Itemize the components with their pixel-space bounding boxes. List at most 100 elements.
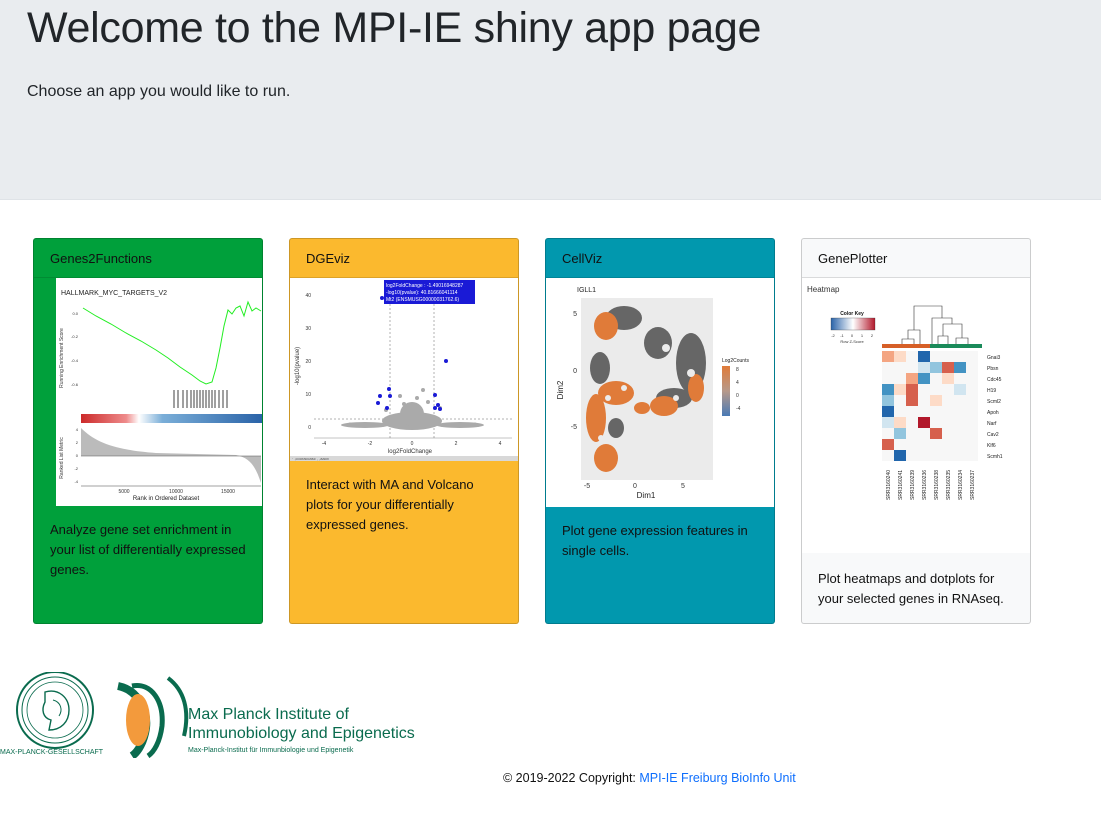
bioinfo-unit-link[interactable]: MPI-IE Freiburg BioInfo Unit [639,771,796,785]
col-label: SRR3160237 [970,470,976,500]
tick-label: 10000 [169,489,183,495]
tick-label: 4 [736,380,739,386]
volcano-plot-thumbnail[interactable]: -log10(pvalue) 40 30 20 10 0 [290,278,518,456]
hover-tooltip [384,280,475,304]
row-label: Gnai3 [987,355,1001,361]
tick-label: 15000 [221,489,235,495]
app-card-dgeviz[interactable]: DGEviz -log10(pvalue) 40 30 20 10 0 [289,238,519,624]
tick-label: 0 [76,453,79,458]
tick-label: -4 [736,406,741,412]
col-label: SRR3160234 [958,470,964,500]
gsea-plot: HALLMARK_MYC_TARGETS_V2 Running Enrichme… [59,290,262,502]
gsea-plot-thumbnail[interactable]: HALLMARK_MYC_TARGETS_V2 Running Enrichme… [56,278,262,506]
enrichment-curve [82,300,262,385]
tick-label: 8 [736,367,739,373]
card-description: Analyze gene set enrichment in your list… [50,522,246,577]
page-title: Welcome to the MPI-IE shiny app page [27,4,762,52]
volcano-blue-points [376,296,448,411]
tick-label: 0 [633,483,637,490]
tick-label: 0 [573,368,577,375]
card-title[interactable]: DGEviz [290,239,518,278]
tick-label: 40 [305,293,311,299]
y-axis-label: Dim2 [556,380,565,399]
tick-label: -2 [74,466,78,471]
umap-plot-thumbnail[interactable]: IGLL1 Dim2 5 0 -5 [546,278,774,507]
copyright-text: © 2019-2022 Copyright: [503,771,640,785]
color-key-bar [830,317,876,331]
row-label: Scmh1 [987,454,1003,460]
card-title[interactable]: GenePlotter [802,239,1030,278]
umap-plot: IGLL1 Dim2 5 0 -5 [556,287,749,500]
hit-markers [173,390,228,408]
y-axis-label: Ranked List Metric [59,437,65,479]
tick-label: 0 [411,441,414,447]
institute-logos: MAX-PLANCK-GESELLSCHAFT Max Planck Insti… [0,671,415,760]
tick-label: -1 [840,333,844,338]
tick-label: 0 [851,333,854,338]
plot-title: IGLL1 [577,287,596,294]
gene-labels: Gnai3 Pbsn Cdc45 H19 Scml2 Apoh Narf Cav… [987,355,1003,460]
x-axis-label: Dim1 [637,491,656,500]
tick-label: 5 [681,483,685,490]
color-key-label: Row Z-Score [840,339,864,344]
institute-name-german: Max-Planck-Institut für Immunbiologie un… [188,747,354,754]
sample-labels: SRR3160240 SRR3160241 SRR3160239 SRR3160… [886,470,976,500]
row-label: Apoh [987,410,999,416]
col-label: SRR3160239 [910,470,916,500]
tick-label: 30 [305,326,311,332]
institute-name-line1: Max Planck Institute of [188,706,350,723]
tick-label: 5 [573,311,577,318]
page-subtitle: Choose an app you would like to run. [27,83,291,100]
jumbotron: Welcome to the MPI-IE shiny app page Cho… [0,0,1101,200]
umap-speckle [598,344,695,441]
tick-label: -2 [831,333,835,338]
tick-label: 20 [305,359,311,365]
x-axis-label: log2FoldChange [388,449,433,455]
app-card-geneplotter[interactable]: GenePlotter Heatmap Color Key -2 -1 0 1 … [801,238,1031,624]
footer: © 2019-2022 Copyright: MPI-IE Freiburg B… [503,771,796,785]
tick-label: -5 [571,424,577,431]
tick-label: 0.0 [72,311,78,316]
tick-label: 2 [455,441,458,447]
card-title[interactable]: Genes2Functions [34,239,262,278]
legend-colorbar [722,366,730,416]
tooltip-line: -log10(pvalue): 40.81666041114 [386,290,458,296]
tick-label: -0.6 [71,382,79,387]
plot-title: Heatmap [807,285,840,294]
heatmap-cells [882,351,978,461]
card-description: Plot gene expression features in single … [562,523,748,558]
y-axis-label: -log10(pvalue) [295,347,301,385]
mpi-ie-logo [116,676,189,760]
tick-label: 4 [76,427,79,432]
heatmap-thumbnail[interactable]: Heatmap Color Key -2 -1 0 1 2 Row Z-Scor… [802,278,1030,553]
card-description: Plot heatmaps and dotplots for your sele… [818,571,1004,606]
dendrogram [901,305,969,347]
tick-label: -2 [368,441,373,447]
app-card-cellviz[interactable]: CellViz IGLL1 Dim2 5 0 -5 [545,238,775,624]
volcano-gray-points [341,388,484,430]
tick-label: -0.4 [71,358,79,363]
rank-colorbar [81,414,262,423]
tick-label: 4 [499,441,502,447]
col-label: SRR3160240 [886,470,892,500]
color-key-title: Color Key [840,311,864,317]
row-label: Cdc45 [987,377,1002,383]
mpg-text: MAX-PLANCK-GESELLSCHAFT [0,749,104,756]
ranked-metric-area [81,428,261,483]
app-card-genes2functions[interactable]: Genes2Functions HALLMARK_MYC_TARGETS_V2 … [33,238,263,624]
heatmap-plot: Heatmap Color Key -2 -1 0 1 2 Row Z-Scor… [807,285,1003,500]
row-label: Cav2 [987,432,999,438]
card-description: Interact with MA and Volcano plots for y… [306,477,474,532]
tick-label: 0 [736,393,739,399]
row-label: Narf [987,421,997,427]
tick-label: -4 [74,479,78,484]
card-title[interactable]: CellViz [546,239,774,278]
col-label: SRR3160241 [898,470,904,500]
tick-label: -0.2 [71,334,79,339]
group-bar [930,344,982,348]
row-label: Scml2 [987,399,1001,405]
plot-title: HALLMARK_MYC_TARGETS_V2 [61,290,167,297]
tick-label: -4 [322,441,327,447]
row-label: Pbsn [987,366,999,372]
row-label: H19 [987,388,996,394]
